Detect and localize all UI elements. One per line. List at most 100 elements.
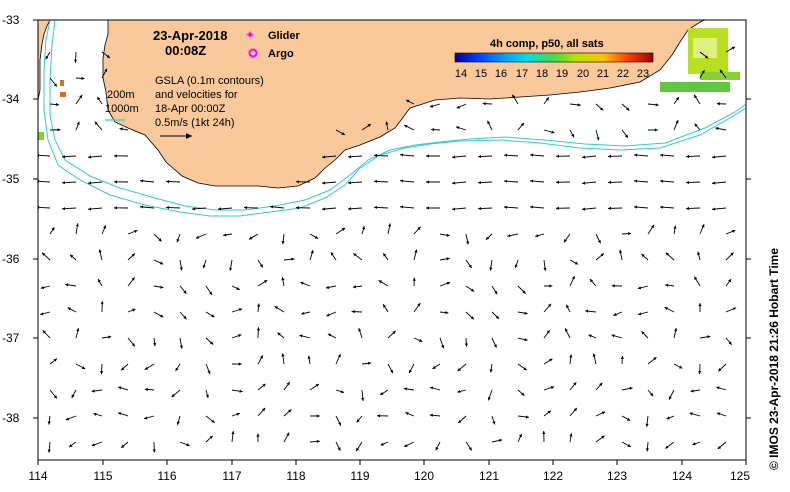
- velocity-arrowhead: [231, 431, 235, 435]
- velocity-arrowhead: [383, 304, 387, 308]
- velocity-arrowhead: [263, 280, 268, 284]
- velocity-arrowhead: [388, 223, 392, 227]
- velocity-arrowhead: [478, 154, 482, 159]
- velocity-arrowhead: [452, 155, 456, 159]
- velocity-arrowhead: [674, 328, 678, 332]
- velocity-arrowhead: [431, 128, 435, 132]
- velocity-arrowhead: [300, 281, 304, 285]
- velocity-arrowhead: [158, 238, 162, 242]
- velocity-arrowhead: [556, 206, 560, 210]
- velocity-arrowhead: [547, 303, 552, 308]
- velocity-arrowhead: [446, 281, 451, 285]
- velocity-arrowhead: [686, 180, 690, 185]
- isobath-200m: [43, 20, 746, 217]
- velocity-arrowhead: [132, 308, 136, 312]
- velocity-arrowhead: [53, 83, 57, 87]
- velocity-arrowhead: [660, 179, 664, 183]
- velocity-arrowhead: [159, 261, 164, 265]
- velocity-arrowhead: [152, 449, 156, 453]
- velocity-arrowhead: [209, 341, 214, 345]
- velocity-arrowhead: [186, 443, 190, 447]
- velocity-arrowhead: [81, 76, 85, 80]
- x-tick-label: 118: [286, 469, 305, 483]
- velocity-arrowhead: [202, 264, 206, 269]
- velocity-arrowhead: [417, 303, 421, 307]
- y-tick-label: -38: [2, 411, 20, 425]
- velocity-arrowhead: [192, 207, 196, 211]
- velocity-arrowhead: [719, 69, 723, 73]
- velocity-arrowhead: [310, 250, 314, 254]
- x-tick-label: 120: [414, 469, 434, 483]
- velocity-arrowhead: [296, 180, 300, 184]
- y-axis: -33 -34 -35 -36 -37 -38: [2, 13, 751, 425]
- velocity-arrowhead: [456, 105, 461, 109]
- velocity-arrowhead: [45, 55, 49, 60]
- velocity-arrowhead: [160, 285, 164, 289]
- annotation-line: GSLA (0.1m contours): [155, 75, 264, 87]
- velocity-arrowhead: [597, 239, 601, 244]
- velocity-arrowhead: [530, 153, 534, 157]
- velocity-arrowhead: [131, 253, 135, 257]
- velocity-arrowhead: [666, 416, 670, 420]
- velocity-arrowhead: [620, 355, 624, 360]
- velocity-arrowhead: [426, 154, 430, 158]
- velocity-arrowhead: [400, 153, 404, 157]
- velocity-arrowhead: [406, 99, 410, 103]
- velocity-arrowhead: [573, 407, 577, 412]
- velocity-arrowhead: [665, 445, 669, 449]
- velocity-arrowhead: [634, 179, 638, 183]
- velocity-arrowhead: [106, 54, 110, 58]
- velocity-arrowhead: [348, 181, 352, 185]
- velocity-arrowhead: [468, 447, 472, 451]
- velocity-arrowhead: [641, 253, 645, 258]
- colorbar-tick: 16: [495, 68, 507, 80]
- velocity-arrowhead: [571, 133, 574, 138]
- velocity-arrowhead: [569, 354, 573, 358]
- velocity-arrowhead: [361, 397, 365, 401]
- velocity-arrowhead: [716, 412, 721, 416]
- velocity-arrowhead: [88, 155, 92, 159]
- velocity-arrowhead: [566, 304, 570, 309]
- velocity-arrowhead: [457, 389, 461, 393]
- velocity-arrowhead: [261, 407, 266, 412]
- velocity-arrowhead: [731, 229, 736, 233]
- colorbar-tick: 23: [637, 68, 649, 80]
- map-time: 00:08Z: [165, 43, 206, 58]
- velocity-arrowhead: [611, 334, 615, 338]
- velocity-arrowhead: [171, 393, 175, 398]
- velocity-arrowhead: [211, 314, 215, 318]
- y-tick-label: -34: [2, 92, 20, 106]
- velocity-arrowhead: [535, 234, 539, 238]
- sst-patch: [38, 28, 740, 140]
- velocity-arrowhead: [429, 413, 433, 417]
- velocity-arrowhead: [166, 205, 170, 210]
- velocity-arrowhead: [409, 369, 412, 374]
- velocity-arrowhead: [701, 70, 705, 74]
- velocity-arrowhead: [176, 421, 180, 425]
- velocity-arrowhead: [518, 433, 522, 438]
- velocity-arrowhead: [728, 341, 732, 345]
- velocity-arrowhead: [378, 280, 382, 284]
- velocity-arrowhead: [712, 207, 716, 211]
- velocity-arrowhead: [40, 286, 45, 290]
- velocity-arrowhead: [624, 134, 628, 138]
- velocity-arrowhead: [495, 315, 500, 319]
- velocity-arrowhead: [629, 386, 633, 390]
- velocity-arrowhead: [351, 310, 355, 314]
- velocity-arrowhead: [259, 264, 263, 268]
- velocity-arrowhead: [256, 303, 261, 307]
- velocity-arrowhead: [108, 335, 112, 339]
- velocity-arrowhead: [716, 386, 720, 390]
- velocity-arrowhead: [91, 443, 96, 447]
- velocity-arrowhead: [75, 223, 79, 227]
- velocity-arrowhead: [326, 313, 330, 317]
- velocity-arrowhead: [374, 179, 378, 184]
- velocity-arrowhead: [380, 391, 384, 395]
- velocity-arrowhead: [542, 431, 546, 435]
- annotation-line: 18-Apr 00:00Z: [155, 103, 226, 115]
- velocity-arrowhead: [337, 447, 341, 451]
- map-date: 23-Apr-2018: [153, 28, 227, 43]
- velocity-arrowhead: [485, 236, 490, 240]
- velocity-arrowhead: [478, 206, 482, 211]
- x-tick-label: 123: [607, 469, 627, 483]
